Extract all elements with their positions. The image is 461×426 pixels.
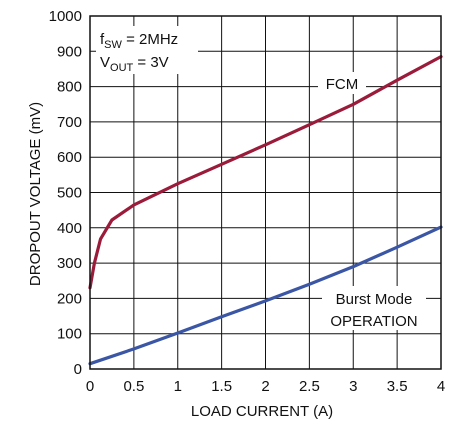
y-tick-label-4: 400 [57, 220, 82, 237]
fcm-label: FCM [326, 76, 359, 93]
y-tick-label-9: 900 [57, 43, 82, 60]
x-tick-label-3: 1.5 [211, 378, 232, 395]
y-tick-labels: 0 100 200 300 400 500 600 700 800 900 1000 [49, 8, 82, 378]
x-tick-label-2: 1 [174, 378, 182, 395]
burst-label-line2: OPERATION [330, 313, 417, 330]
grid [89, 15, 442, 370]
fcm-series-label: FCM [318, 72, 366, 94]
y-tick-label-1: 100 [57, 326, 82, 343]
y-tick-label-7: 700 [57, 114, 82, 131]
burst-label-line1: Burst Mode [336, 291, 413, 308]
series-lines [88, 54, 443, 366]
y-tick-label-5: 500 [57, 185, 82, 202]
x-tick-label-5: 2.5 [299, 378, 320, 395]
x-tick-label-8: 4 [437, 378, 445, 395]
x-tick-label-4: 2 [261, 378, 269, 395]
y-tick-label-3: 300 [57, 255, 82, 272]
x-axis-label: LOAD CURRENT (A) [191, 403, 333, 420]
y-tick-label-0: 0 [74, 361, 82, 378]
condition-line-fsw: fSW = 2MHz [100, 31, 178, 51]
burst-series-label: Burst Mode OPERATION [322, 286, 426, 330]
series-line-burst-mode [88, 225, 443, 366]
x-tick-label-7: 3.5 [387, 378, 408, 395]
x-tick-label-6: 3 [349, 378, 357, 395]
y-tick-label-8: 800 [57, 79, 82, 96]
condition-line-vout: VOUT = 3V [100, 54, 169, 74]
y-tick-label-10: 1000 [49, 8, 82, 25]
x-tick-label-1: 0.5 [123, 378, 144, 395]
x-tick-label-0: 0 [86, 378, 94, 395]
x-tick-labels: 0 0.5 1 1.5 2 2.5 3 3.5 4 [86, 378, 445, 395]
y-tick-label-6: 600 [57, 149, 82, 166]
y-axis-label: DROPOUT VOLTAGE (mV) [27, 102, 44, 286]
plot-frame [89, 15, 442, 370]
series-line-fcm [88, 54, 443, 290]
y-tick-label-2: 200 [57, 290, 82, 307]
conditions-annotation: fSW = 2MHz VOUT = 3V [96, 26, 198, 74]
